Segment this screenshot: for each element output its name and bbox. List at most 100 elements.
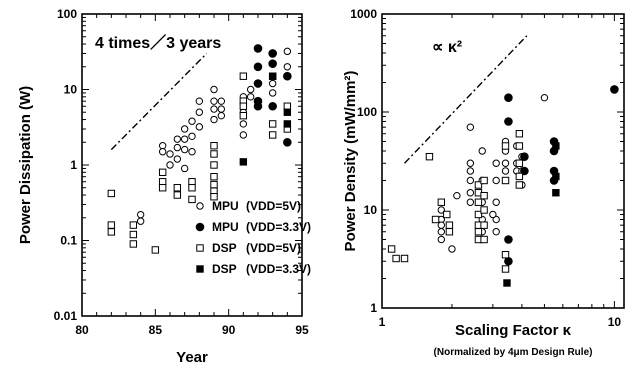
data-point bbox=[195, 108, 204, 116]
x-tick-label: 1 bbox=[379, 315, 386, 329]
data-point bbox=[501, 159, 510, 167]
data-point bbox=[492, 176, 500, 185]
data-point bbox=[246, 85, 255, 94]
data-point bbox=[445, 228, 454, 236]
data-point bbox=[107, 189, 116, 198]
data-point bbox=[107, 228, 116, 236]
data-point bbox=[480, 176, 488, 185]
data-point bbox=[180, 135, 189, 143]
data-point bbox=[474, 210, 483, 219]
data-point bbox=[552, 142, 560, 150]
data-point bbox=[136, 217, 145, 225]
legend-label: DSP bbox=[212, 241, 237, 255]
data-point bbox=[158, 148, 167, 156]
data-point bbox=[158, 168, 167, 177]
data-point bbox=[466, 198, 475, 206]
x-tick-label: 10 bbox=[608, 315, 622, 329]
data-point bbox=[188, 178, 196, 186]
data-point bbox=[173, 155, 182, 163]
data-point bbox=[610, 85, 619, 94]
data-point bbox=[210, 97, 218, 105]
data-point bbox=[283, 120, 292, 128]
data-point bbox=[503, 279, 511, 287]
data-point bbox=[188, 148, 196, 156]
data-point bbox=[387, 245, 396, 253]
data-point bbox=[217, 97, 226, 105]
legend-marker bbox=[195, 222, 205, 232]
data-point bbox=[129, 240, 138, 248]
data-point bbox=[210, 105, 218, 113]
data-point bbox=[552, 172, 560, 181]
data-point bbox=[210, 172, 218, 181]
data-point bbox=[480, 221, 488, 229]
data-point bbox=[268, 89, 277, 97]
data-point bbox=[239, 158, 248, 166]
data-point bbox=[195, 97, 204, 105]
data-point bbox=[268, 79, 277, 88]
data-point bbox=[210, 180, 218, 189]
data-point bbox=[210, 85, 218, 94]
data-point bbox=[188, 195, 196, 204]
y-tick-label: 100 bbox=[357, 105, 377, 119]
legend-label: MPU bbox=[212, 220, 239, 234]
data-point bbox=[253, 62, 263, 72]
data-point bbox=[437, 206, 446, 214]
data-point bbox=[515, 181, 524, 189]
data-point bbox=[129, 230, 138, 239]
data-point bbox=[268, 49, 277, 58]
data-point bbox=[173, 143, 182, 152]
data-point bbox=[492, 198, 500, 206]
data-point bbox=[283, 71, 292, 81]
chart-power-dissipation: 80 85 90 95 0.01 0.1 1 10 100 Year Power Dissipati… bbox=[17, 7, 311, 366]
y-tick-label: 0.01 bbox=[54, 309, 78, 323]
data-point bbox=[283, 47, 292, 56]
legend-label: DSP bbox=[212, 262, 237, 276]
data-point bbox=[210, 193, 218, 201]
data-point bbox=[217, 105, 226, 113]
data-point bbox=[268, 101, 277, 111]
legend-marker bbox=[196, 244, 204, 252]
data-point bbox=[239, 72, 248, 80]
data-point bbox=[515, 172, 524, 181]
y-tick-label: 1000 bbox=[350, 7, 377, 21]
data-point bbox=[283, 102, 292, 110]
data-point bbox=[253, 79, 263, 88]
data-point bbox=[501, 265, 510, 273]
data-point bbox=[239, 120, 248, 128]
data-point bbox=[445, 221, 454, 229]
data-point bbox=[501, 250, 510, 259]
y-tick-label: 10 bbox=[364, 203, 378, 217]
x-axis-subtitle: (Normalized by 4μm Design Rule) bbox=[434, 347, 593, 358]
legend-marker bbox=[196, 202, 204, 210]
trend-annotation: 4 times／3 years bbox=[95, 34, 221, 52]
data-point bbox=[246, 93, 255, 101]
data-point bbox=[504, 256, 513, 266]
data-point bbox=[239, 102, 248, 110]
data-point bbox=[492, 215, 500, 224]
data-point bbox=[180, 125, 189, 133]
data-point bbox=[515, 142, 524, 150]
data-point bbox=[158, 142, 167, 150]
data-point bbox=[188, 132, 196, 140]
data-point bbox=[283, 108, 292, 116]
data-point bbox=[180, 145, 189, 154]
data-point bbox=[448, 245, 456, 253]
legend-condition: (VDD=3.3V) bbox=[246, 220, 311, 234]
y-tick-label: 1 bbox=[370, 301, 377, 315]
data-point bbox=[107, 221, 116, 229]
data-point bbox=[425, 152, 434, 161]
data-point bbox=[195, 123, 204, 131]
legend-condition: (VDD=5V) bbox=[246, 241, 301, 255]
data-point bbox=[253, 101, 263, 111]
trend-annotation: ∝ κ² bbox=[432, 39, 462, 56]
data-point bbox=[268, 72, 277, 80]
data-point bbox=[453, 191, 461, 200]
legend-condition: (VDD=3.3V) bbox=[246, 262, 311, 276]
data-point bbox=[501, 167, 510, 175]
data-point bbox=[552, 189, 560, 197]
x-tick-label: 95 bbox=[295, 323, 309, 337]
data-point bbox=[466, 189, 475, 197]
data-point bbox=[466, 123, 475, 131]
data-point bbox=[210, 115, 218, 124]
data-point bbox=[437, 198, 446, 206]
